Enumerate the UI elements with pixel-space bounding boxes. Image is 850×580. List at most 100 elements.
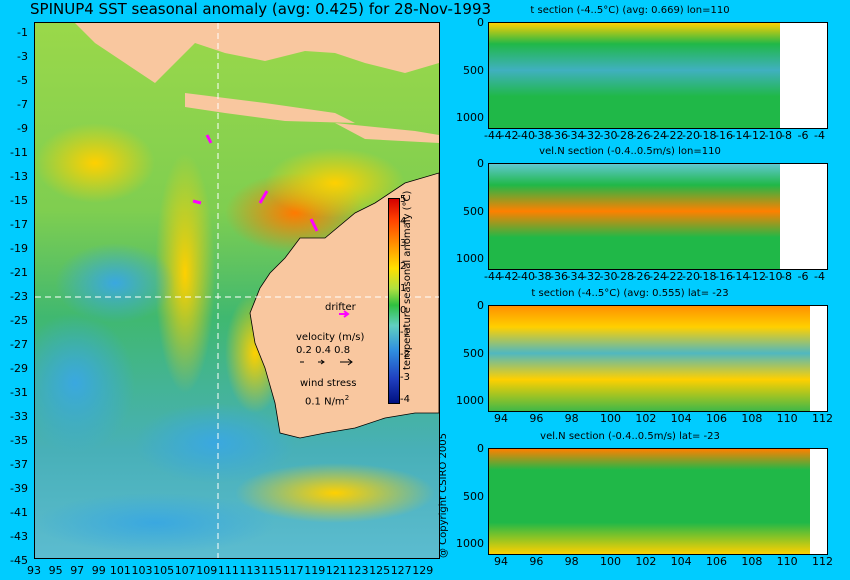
section-x-tick: -10 [764, 129, 783, 142]
section-x-tick: 98 [564, 412, 579, 425]
lon-tick-label: 115 [261, 564, 283, 577]
section-x-tick: 106 [706, 555, 727, 568]
section-x-tick: -4 [814, 129, 825, 142]
section-x-tick: -36 [550, 129, 568, 142]
lon-tick-label: 129 [412, 564, 434, 577]
lon-tick-label: 97 [70, 564, 85, 577]
lon-tick-label: 93 [27, 564, 41, 577]
section-x-tick: -12 [748, 129, 766, 142]
section-x-tick: -14 [731, 270, 750, 283]
lat-tick-label: -41 [10, 506, 28, 519]
drifter-legend-arrow [339, 310, 350, 318]
section-x-tick: -24 [649, 270, 667, 283]
section-title: t section (-4..5°C) (avg: 0.669) lon=110 [530, 5, 730, 16]
section-plot [488, 448, 828, 555]
section-x-tick: -4 [814, 270, 825, 283]
no-data-region [779, 23, 827, 128]
drifter-marker [309, 218, 319, 232]
section-plot [488, 305, 828, 412]
copyright: @ Copyright CSIRO 2005 [438, 433, 449, 558]
colorbar-tick: 4 [400, 216, 407, 228]
lon-tick-label: 121 [325, 564, 347, 577]
lat-tick-label: -31 [10, 386, 28, 399]
section-y-tick: 0 [477, 157, 484, 170]
section-x-tick: 110 [776, 412, 798, 425]
section-x-tick: -18 [698, 270, 717, 283]
section-x-tick: -38 [533, 270, 552, 283]
lon-tick-label: 117 [282, 564, 304, 577]
section-x-tick: -44 [484, 270, 502, 283]
section-x-tick: -28 [616, 270, 634, 283]
section-x-tick: 100 [600, 555, 621, 568]
lat-tick-label: -33 [10, 410, 28, 423]
lat-tick-label: -39 [10, 482, 28, 495]
section-x-tick: -32 [583, 270, 601, 283]
colorbar-tick: 3 [400, 238, 407, 250]
land-java [185, 93, 355, 123]
lon-tick-label: 113 [239, 564, 261, 577]
section-x-tick: -10 [764, 270, 783, 283]
velocity-legend-title: velocity (m/s) [296, 332, 365, 343]
section-x-tick: -44 [484, 129, 502, 142]
lat-tick-label: -5 [17, 74, 28, 87]
colorbar-tick: -4 [400, 393, 410, 405]
section-title: t section (-4..5°C) (avg: 0.555) lat= -2… [531, 288, 729, 299]
lat-tick-label: -35 [10, 434, 28, 447]
section-x-tick: -28 [616, 129, 634, 142]
lon-tick-label: 127 [390, 564, 412, 577]
page-title: SPINUP4 SST seasonal anomaly (avg: 0.425… [30, 0, 492, 18]
lat-tick-label: -7 [17, 98, 28, 111]
section-x-tick: 104 [670, 412, 692, 425]
lon-tick-label: 119 [304, 564, 326, 577]
lat-tick-label: -37 [10, 458, 28, 471]
section-y-tick: 1000 [456, 537, 484, 551]
section-title: vel.N section (-0.4..0.5m/s) lat= -23 [540, 431, 720, 442]
section-x-tick: -16 [715, 270, 733, 283]
lon-tick-label: 105 [153, 564, 175, 577]
section-y-tick: 1000 [456, 394, 484, 408]
section-y-tick: 0 [477, 16, 484, 29]
section-y-tick: 500 [463, 489, 484, 503]
lat-tick-label: -17 [10, 218, 28, 231]
lat-tick-label: -25 [10, 314, 28, 327]
lat-tick-label: -45 [10, 554, 28, 567]
lat-tick-label: -27 [10, 338, 28, 351]
colorbar-tick: -3 [400, 371, 410, 383]
section-x-tick: -8 [781, 129, 792, 142]
section-plot [488, 163, 828, 270]
wind-legend-value: 0.1 N/m2 [305, 394, 350, 408]
section-y-tick: 500 [463, 63, 484, 77]
section-x-tick: -42 [500, 270, 519, 283]
section-x-tick: -32 [583, 129, 601, 142]
section-x-tick: 110 [776, 555, 798, 568]
section-x-tick: -40 [517, 129, 535, 142]
velocity-legend-values: 0.2 0.4 0.8 [296, 345, 351, 356]
lon-tick-label: 103 [131, 564, 153, 577]
lat-tick-label: -21 [10, 266, 28, 279]
no-data-region [779, 164, 827, 269]
section-x-tick: -20 [682, 129, 700, 142]
section-y-tick: 500 [463, 346, 484, 360]
sst-anomaly-map[interactable] [34, 22, 440, 559]
section-x-tick: -34 [566, 129, 585, 142]
section-y-tick: 1000 [456, 111, 484, 125]
lon-tick-label: 111 [217, 564, 239, 577]
colorbar-tick: 2 [400, 260, 407, 272]
section-x-tick: -38 [533, 129, 552, 142]
section-y-tick: 500 [463, 204, 484, 218]
section-x-tick: -12 [748, 270, 766, 283]
lon-tick-label: 101 [109, 564, 131, 577]
velocity-legend-arrows [300, 358, 353, 366]
lat-tick-label: -19 [10, 242, 28, 255]
section-x-tick: -42 [500, 129, 519, 142]
colorbar-tick: -2 [400, 349, 410, 361]
lat-tick-label: -3 [17, 50, 28, 63]
section-x-tick: -22 [665, 270, 684, 283]
lat-tick-label: -9 [17, 122, 28, 135]
section-x-tick: -6 [797, 270, 809, 283]
lon-tick-label: 109 [196, 564, 218, 577]
lon-tick-label: 99 [91, 564, 106, 577]
lon-tick-label: 123 [347, 564, 369, 577]
colorbar [388, 198, 400, 404]
drifter-marker [192, 199, 202, 205]
